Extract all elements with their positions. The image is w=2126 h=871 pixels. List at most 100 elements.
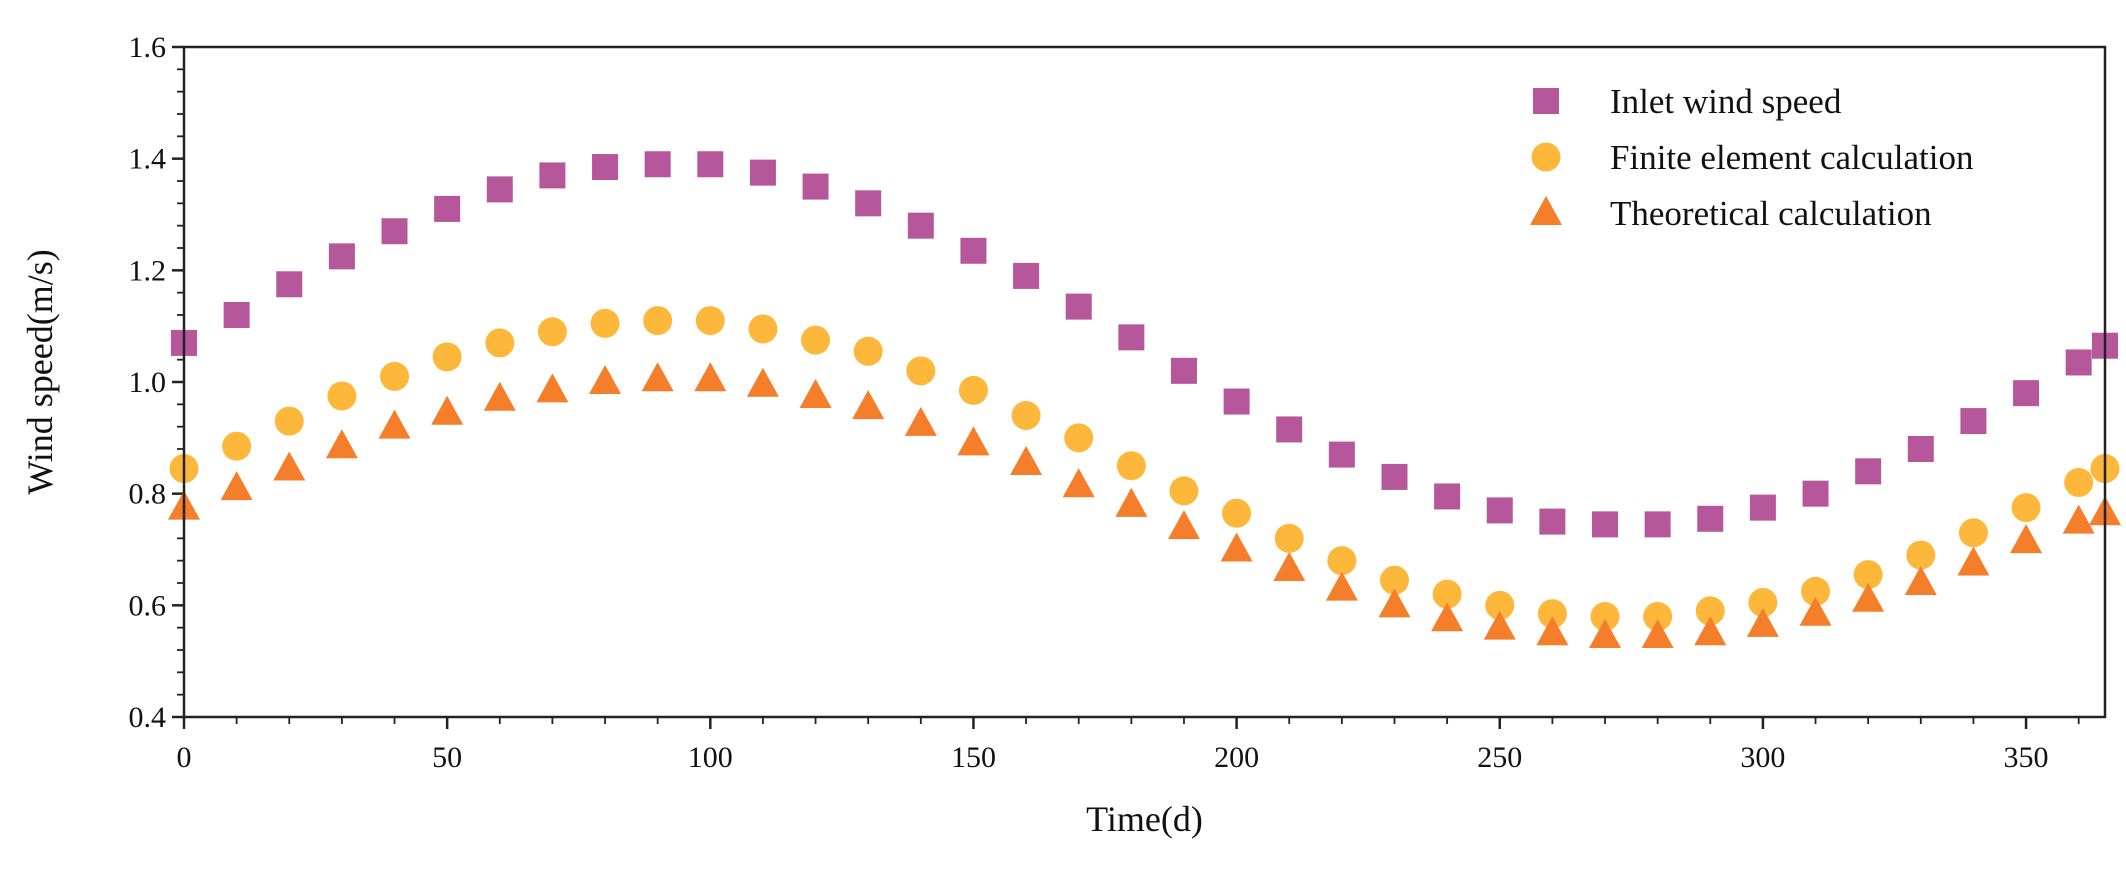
- data-point-triangle: [904, 406, 937, 436]
- data-point-triangle: [1641, 619, 1674, 649]
- y-tick-label: 0.6: [129, 589, 167, 622]
- data-point-square: [644, 151, 671, 178]
- data-point-triangle: [852, 390, 885, 420]
- data-point-square: [1644, 511, 1671, 538]
- data-point-square: [1276, 416, 1303, 443]
- data-point-square: [592, 154, 619, 181]
- data-point-square: [1592, 511, 1619, 538]
- data-point-square: [486, 176, 513, 203]
- data-point-triangle: [1115, 487, 1148, 517]
- data-point-triangle: [2062, 504, 2095, 534]
- data-point-square: [1013, 262, 1040, 289]
- legend-item: Theoretical calculation: [1530, 194, 1932, 233]
- data-point-circle: [1590, 602, 1620, 631]
- data-point-circle: [1064, 423, 1094, 453]
- data-point-square: [1328, 441, 1355, 468]
- data-point-square: [1434, 483, 1461, 510]
- y-tick-label: 0.4: [129, 701, 167, 734]
- data-point-circle: [2064, 468, 2094, 497]
- legend-label: Finite element calculation: [1610, 138, 1973, 177]
- legend-label: Inlet wind speed: [1610, 82, 1842, 121]
- series-triangle: [168, 362, 2121, 649]
- data-point-circle: [380, 361, 410, 391]
- data-point-square: [1539, 508, 1566, 535]
- data-point-circle: [537, 317, 567, 347]
- data-point-triangle: [694, 362, 727, 392]
- x-tick-label: 0: [177, 741, 192, 774]
- data-point-square: [749, 159, 776, 186]
- plot-area-frame: [182, 45, 2107, 719]
- data-point-square: [1170, 357, 1197, 384]
- data-point-circle: [590, 308, 620, 338]
- data-point-circle: [1748, 588, 1778, 618]
- data-point-square: [1223, 388, 1250, 415]
- data-point-square: [907, 212, 934, 239]
- y-tick-label: 0.8: [129, 478, 167, 511]
- data-point-triangle: [220, 471, 253, 501]
- data-point-circle: [1116, 451, 1146, 481]
- y-tick-label: 1.2: [129, 254, 167, 287]
- data-point-triangle: [1694, 616, 1727, 646]
- data-point-triangle: [1431, 602, 1464, 632]
- data-point-circle: [1379, 565, 1409, 595]
- data-point-triangle: [1746, 607, 1779, 637]
- data-point-triangle: [1852, 582, 1885, 612]
- data-point-circle: [1169, 476, 1199, 506]
- data-point-triangle: [589, 365, 622, 394]
- data-point-triangle: [1589, 619, 1622, 649]
- data-point-triangle: [273, 451, 306, 481]
- data-point-circle: [485, 328, 515, 358]
- x-axis-title: Time(d): [1086, 799, 1203, 839]
- data-point-square: [1855, 458, 1882, 485]
- data-point-circle: [1801, 576, 1831, 606]
- data-point-triangle: [1220, 532, 1253, 562]
- data-point-circle: [222, 431, 252, 461]
- x-tick-label: 200: [1214, 741, 1259, 774]
- data-point-square: [855, 190, 882, 217]
- data-point-triangle: [1957, 546, 1990, 576]
- data-point-square: [1907, 436, 1934, 462]
- data-point-circle: [643, 306, 673, 336]
- data-point-square: [223, 302, 250, 328]
- data-point-square: [1065, 293, 1092, 320]
- data-point-circle: [1432, 579, 1462, 609]
- data-point-circle: [1906, 540, 1936, 570]
- data-point-circle: [1643, 602, 1673, 631]
- data-point-triangle: [483, 381, 516, 411]
- data-point-square: [1802, 480, 1829, 507]
- data-point-circle: [801, 325, 831, 355]
- x-tick-label: 300: [1740, 741, 1785, 774]
- data-point-triangle: [1799, 596, 1832, 626]
- data-point-circle: [1537, 599, 1567, 629]
- data-point-triangle: [957, 426, 990, 456]
- data-point-circle: [1958, 518, 1988, 548]
- data-point-square: [802, 173, 829, 200]
- data-point-circle: [853, 336, 883, 366]
- x-axis-ticks: 0 50 100 150 200 250 300 350: [177, 717, 2080, 774]
- x-tick-label: 250: [1477, 741, 1522, 774]
- data-point-triangle: [1536, 616, 1569, 646]
- data-point-circle: [2011, 493, 2041, 523]
- x-tick-label: 150: [951, 741, 996, 774]
- data-point-square: [1118, 324, 1145, 351]
- data-point-triangle: [325, 429, 358, 459]
- legend: Inlet wind speed Finite element calculati…: [1530, 82, 1973, 233]
- data-point-square: [697, 151, 724, 178]
- data-point-triangle: [2010, 524, 2043, 554]
- data-point-square: [381, 218, 408, 245]
- data-point-circle: [958, 375, 988, 405]
- data-point-square: [1486, 497, 1513, 524]
- data-point-triangle: [1167, 510, 1200, 540]
- data-point-triangle: [799, 378, 832, 408]
- data-point-circle: [432, 342, 462, 372]
- data-point-square: [1381, 463, 1408, 490]
- legend-marker-square: [1533, 88, 1559, 114]
- data-point-triangle: [641, 362, 674, 392]
- y-tick-label: 1.0: [129, 366, 167, 399]
- data-point-circle: [274, 406, 304, 436]
- y-tick-label: 1.6: [129, 31, 167, 64]
- legend-label: Theoretical calculation: [1610, 194, 1932, 233]
- data-point-triangle: [1378, 588, 1411, 618]
